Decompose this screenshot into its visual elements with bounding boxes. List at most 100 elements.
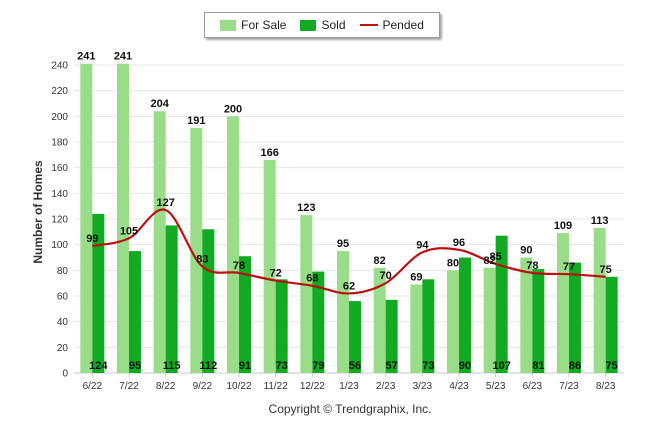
data-label-for-sale: 82 xyxy=(484,255,496,267)
bar-sold xyxy=(239,256,251,373)
data-label-for-sale: 80 xyxy=(447,257,459,269)
data-label-for-sale: 241 xyxy=(114,51,132,63)
y-tick-label: 40 xyxy=(57,317,69,328)
data-label-pended: 77 xyxy=(563,261,575,273)
bar-sold xyxy=(165,225,178,373)
pended-line xyxy=(92,208,606,295)
bar-sold xyxy=(495,235,508,373)
data-label-pended: 75 xyxy=(600,264,612,276)
bar-for-sale xyxy=(117,63,129,373)
bar-sold xyxy=(459,257,471,373)
data-label-pended: 78 xyxy=(526,260,538,272)
data-label-for-sale: 166 xyxy=(260,147,278,159)
legend-swatch-for-sale xyxy=(220,19,237,31)
data-label-sold: 73 xyxy=(276,360,288,372)
bar-for-sale xyxy=(593,227,606,373)
y-tick-label: 140 xyxy=(51,189,68,200)
y-tick-label: 200 xyxy=(51,112,68,123)
data-label-for-sale: 200 xyxy=(224,103,242,115)
bar-for-sale xyxy=(227,116,239,373)
legend-label-sold: Sold xyxy=(321,18,346,32)
bar-sold xyxy=(569,262,581,373)
copyright: Copyright © Trendgraphix, Inc. xyxy=(268,402,432,416)
data-label-pended: 127 xyxy=(156,197,174,209)
x-tick-label: 5/23 xyxy=(486,381,506,392)
data-label-sold: 107 xyxy=(492,360,510,372)
data-label-sold: 115 xyxy=(163,360,181,372)
y-tick-label: 180 xyxy=(51,138,68,149)
x-tick-label: 7/23 xyxy=(559,381,579,392)
data-label-for-sale: 113 xyxy=(591,215,609,227)
y-tick-label: 20 xyxy=(57,343,69,354)
x-tick-label: 4/23 xyxy=(449,381,469,392)
bar-for-sale xyxy=(153,111,166,373)
y-tick-label: 80 xyxy=(57,266,69,277)
legend-item-pended: Pended xyxy=(359,18,424,32)
data-label-pended: 96 xyxy=(453,237,465,249)
legend-item-for-sale: For Sale xyxy=(220,18,286,32)
x-tick-label: 8/23 xyxy=(596,381,616,392)
data-label-for-sale: 191 xyxy=(187,115,205,127)
data-label-for-sale: 82 xyxy=(374,255,386,267)
data-label-pended: 78 xyxy=(233,260,245,272)
data-label-sold: 124 xyxy=(89,360,108,372)
y-tick-label: 160 xyxy=(51,163,68,174)
bar-for-sale xyxy=(80,63,93,373)
data-label-for-sale: 123 xyxy=(297,202,315,214)
legend-label-for-sale: For Sale xyxy=(241,18,287,32)
y-tick-label: 220 xyxy=(51,86,68,97)
data-label-sold: 81 xyxy=(532,360,544,372)
data-label-pended: 83 xyxy=(196,253,208,265)
data-label-pended: 94 xyxy=(416,239,429,251)
bar-sold xyxy=(422,279,435,373)
bar-sold xyxy=(275,279,288,373)
x-tick-label: 6/22 xyxy=(83,381,103,392)
data-label-sold: 95 xyxy=(129,360,141,372)
legend: For Sale Sold Pended xyxy=(204,12,440,38)
x-tick-label: 7/22 xyxy=(119,381,139,392)
bar-for-sale xyxy=(447,270,459,373)
bar-for-sale xyxy=(483,267,496,373)
data-label-sold: 91 xyxy=(239,360,251,372)
x-tick-label: 2/23 xyxy=(376,381,396,392)
y-axis-label: Number of Homes xyxy=(31,160,45,264)
data-label-for-sale: 241 xyxy=(77,51,95,63)
bar-sold xyxy=(202,229,215,373)
y-tick-label: 120 xyxy=(51,215,68,226)
legend-swatch-sold xyxy=(300,19,317,31)
legend-swatch-pended xyxy=(359,24,378,26)
bar-for-sale xyxy=(337,251,349,373)
pended-line-layer xyxy=(92,208,606,295)
data-label-sold: 56 xyxy=(349,360,361,372)
bar-sold xyxy=(385,299,398,373)
x-tick-label: 1/23 xyxy=(339,381,359,392)
y-tick-label: 240 xyxy=(51,61,68,72)
data-label-pended: 68 xyxy=(306,273,318,285)
bar-sold xyxy=(349,301,361,373)
bar-sold xyxy=(312,271,325,373)
data-label-pended: 99 xyxy=(86,233,98,245)
bar-sold xyxy=(532,269,545,373)
bar-sold xyxy=(92,213,105,373)
x-tick-label: 12/22 xyxy=(300,381,325,392)
x-tick-label: 3/23 xyxy=(413,381,433,392)
bar-sold xyxy=(129,251,141,373)
data-label-sold: 73 xyxy=(422,360,434,372)
data-label-sold: 57 xyxy=(386,360,398,372)
y-tick-label: 100 xyxy=(51,240,68,251)
data-label-sold: 90 xyxy=(459,360,471,372)
data-label-pended: 70 xyxy=(380,270,392,282)
bar-for-sale xyxy=(410,284,423,373)
x-tick-label: 9/22 xyxy=(193,381,213,392)
bar-for-sale xyxy=(520,257,533,373)
data-label-sold: 79 xyxy=(312,360,324,372)
legend-item-sold: Sold xyxy=(300,18,346,32)
x-tick-label: 10/22 xyxy=(226,381,251,392)
y-axis: 0 20 40 60 80 100 120 140 160 180 200 220 240 xyxy=(51,61,68,380)
bar-for-sale xyxy=(300,215,313,373)
x-axis: 6/22 7/22 8/22 9/22 10/22 11/22 12/22 1/23 2/23 3… xyxy=(83,373,616,392)
data-label-sold: 112 xyxy=(199,360,217,372)
data-labels: 241 124 241 95 204 115 191 112 200 91 166 73 123 79 95… xyxy=(77,51,618,372)
bar-for-sale xyxy=(373,267,386,373)
